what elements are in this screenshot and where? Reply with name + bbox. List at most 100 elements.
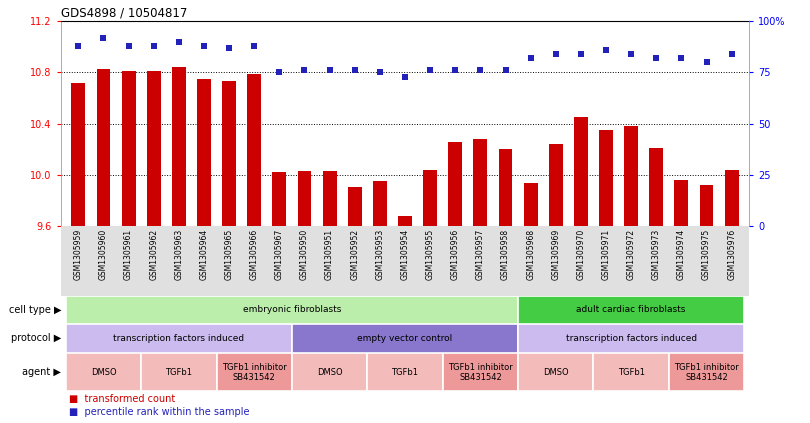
Text: GSM1305967: GSM1305967	[275, 229, 284, 280]
Text: GSM1305966: GSM1305966	[249, 229, 258, 280]
Text: GSM1305962: GSM1305962	[149, 229, 158, 280]
Bar	[549, 144, 563, 226]
Text: GSM1305976: GSM1305976	[727, 229, 736, 280]
Bar	[725, 170, 739, 226]
Text: GDS4898 / 10504817: GDS4898 / 10504817	[61, 7, 187, 20]
Bar	[599, 130, 613, 226]
Text: TGFb1: TGFb1	[391, 368, 419, 377]
Bar	[367, 353, 443, 391]
Point	[323, 67, 336, 74]
Point	[122, 42, 135, 49]
Text: GSM1305970: GSM1305970	[577, 229, 586, 280]
Text: GSM1305959: GSM1305959	[74, 229, 83, 280]
Bar	[172, 67, 185, 226]
Bar	[272, 173, 286, 226]
Point	[223, 44, 236, 51]
Text: TGFb1 inhibitor
SB431542: TGFb1 inhibitor SB431542	[674, 363, 739, 382]
Bar	[700, 185, 714, 226]
Bar	[423, 170, 437, 226]
Bar	[650, 148, 663, 226]
Bar	[141, 353, 216, 391]
Bar	[625, 126, 638, 226]
Bar	[518, 324, 744, 353]
Point	[298, 67, 311, 74]
Text: GSM1305961: GSM1305961	[124, 229, 133, 280]
Bar	[247, 74, 261, 226]
Bar	[499, 149, 513, 226]
Text: transcription factors induced: transcription factors induced	[565, 334, 697, 343]
Bar	[669, 353, 744, 391]
Bar	[518, 296, 744, 324]
Text: TGFb1: TGFb1	[165, 368, 192, 377]
Point	[198, 42, 211, 49]
Text: TGFb1 inhibitor
SB431542: TGFb1 inhibitor SB431542	[222, 363, 287, 382]
Text: GSM1305963: GSM1305963	[174, 229, 183, 280]
Text: TGFb1: TGFb1	[618, 368, 645, 377]
Point	[248, 42, 261, 49]
Point	[599, 47, 612, 53]
Point	[273, 69, 286, 76]
Text: DMSO: DMSO	[543, 368, 569, 377]
Text: GSM1305969: GSM1305969	[552, 229, 561, 280]
Text: GSM1305957: GSM1305957	[476, 229, 485, 280]
Point	[524, 55, 537, 61]
Text: GSM1305952: GSM1305952	[350, 229, 360, 280]
Text: GSM1305955: GSM1305955	[425, 229, 435, 280]
Bar	[675, 180, 688, 226]
Point	[399, 73, 411, 80]
Bar	[292, 353, 367, 391]
Text: embryonic fibroblasts: embryonic fibroblasts	[243, 305, 341, 314]
Bar	[449, 142, 463, 226]
Point	[173, 38, 185, 45]
Bar	[373, 181, 387, 226]
Point	[449, 67, 462, 74]
Text: ■  percentile rank within the sample: ■ percentile rank within the sample	[69, 407, 249, 417]
Bar	[197, 79, 211, 226]
Text: GSM1305958: GSM1305958	[501, 229, 510, 280]
Text: GSM1305951: GSM1305951	[325, 229, 334, 280]
Point	[97, 34, 110, 41]
Point	[675, 55, 688, 61]
Text: ■  transformed count: ■ transformed count	[69, 394, 175, 404]
Text: GSM1305956: GSM1305956	[450, 229, 460, 280]
Text: TGFb1 inhibitor
SB431542: TGFb1 inhibitor SB431542	[448, 363, 513, 382]
Bar	[524, 183, 538, 226]
Bar	[518, 353, 594, 391]
Text: cell type ▶: cell type ▶	[9, 305, 62, 315]
Text: transcription factors induced: transcription factors induced	[113, 334, 245, 343]
Text: GSM1305974: GSM1305974	[677, 229, 686, 280]
Bar	[398, 216, 412, 226]
Text: GSM1305953: GSM1305953	[375, 229, 385, 280]
Bar	[322, 171, 336, 226]
Point	[424, 67, 437, 74]
Point	[72, 42, 85, 49]
Text: GSM1305960: GSM1305960	[99, 229, 108, 280]
Bar	[66, 296, 518, 324]
Bar	[216, 353, 292, 391]
Point	[650, 55, 663, 61]
Point	[147, 42, 160, 49]
Bar	[147, 71, 160, 226]
Point	[373, 69, 386, 76]
Point	[574, 51, 587, 58]
Text: GSM1305973: GSM1305973	[652, 229, 661, 280]
Bar	[222, 81, 236, 226]
Bar	[66, 324, 292, 353]
Bar	[292, 324, 518, 353]
Point	[700, 59, 713, 66]
Text: GSM1305950: GSM1305950	[300, 229, 309, 280]
Text: GSM1305954: GSM1305954	[400, 229, 410, 280]
Point	[499, 67, 512, 74]
Bar	[71, 82, 85, 226]
Point	[348, 67, 361, 74]
Bar	[66, 353, 141, 391]
Bar	[594, 353, 669, 391]
Bar	[574, 117, 588, 226]
Bar	[297, 171, 311, 226]
Text: GSM1305972: GSM1305972	[627, 229, 636, 280]
Text: GSM1305964: GSM1305964	[199, 229, 208, 280]
Point	[474, 67, 487, 74]
Text: protocol ▶: protocol ▶	[11, 333, 62, 343]
Bar	[122, 71, 135, 226]
Text: DMSO: DMSO	[317, 368, 343, 377]
